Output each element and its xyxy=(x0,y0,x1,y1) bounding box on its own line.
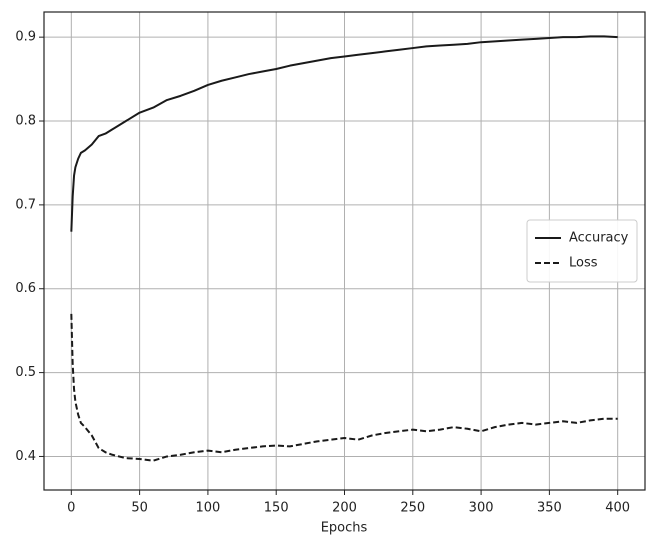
y-tick-label: 0.7 xyxy=(15,197,36,212)
x-tick-label: 350 xyxy=(537,501,562,516)
x-axis-label: Epochs xyxy=(321,521,368,536)
y-tick-label: 0.4 xyxy=(15,449,36,464)
y-tick-label: 0.6 xyxy=(15,281,36,296)
x-tick-label: 0 xyxy=(67,501,75,516)
legend-box xyxy=(526,219,638,283)
plot-frame xyxy=(43,11,646,491)
legend-label: Loss xyxy=(569,256,598,271)
x-tick-label: 250 xyxy=(400,501,425,516)
y-tick-label: 0.5 xyxy=(15,365,36,380)
x-tick-label: 100 xyxy=(195,501,220,516)
x-tick-label: 50 xyxy=(131,501,148,516)
x-tick-label: 150 xyxy=(264,501,289,516)
y-tick-label: 0.8 xyxy=(15,114,36,129)
legend: Accuracy Loss xyxy=(526,219,638,283)
data-line xyxy=(70,35,618,232)
y-tick-label: 0.9 xyxy=(15,30,36,45)
x-tick-label: 300 xyxy=(469,501,494,516)
legend-label: Accuracy xyxy=(569,231,629,246)
data-line xyxy=(70,313,618,462)
x-tick-label: 200 xyxy=(332,501,357,516)
x-tick-label: 400 xyxy=(605,501,630,516)
